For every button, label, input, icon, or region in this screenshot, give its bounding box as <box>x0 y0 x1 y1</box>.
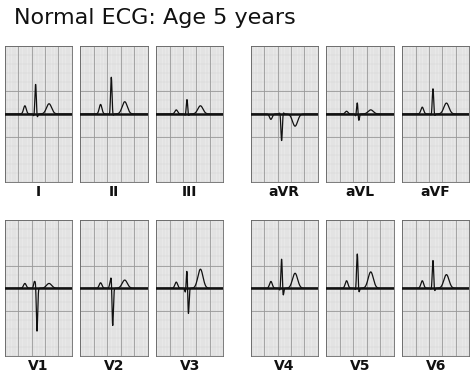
Text: III: III <box>182 185 197 199</box>
Text: I: I <box>36 185 41 199</box>
Text: V5: V5 <box>350 359 370 373</box>
Text: V2: V2 <box>104 359 124 373</box>
Text: V1: V1 <box>28 359 48 373</box>
Text: V4: V4 <box>274 359 294 373</box>
Text: V3: V3 <box>180 359 200 373</box>
Text: aVF: aVF <box>421 185 451 199</box>
Text: II: II <box>109 185 119 199</box>
Text: aVL: aVL <box>346 185 374 199</box>
Text: V6: V6 <box>426 359 446 373</box>
Text: Normal ECG: Age 5 years: Normal ECG: Age 5 years <box>14 8 296 28</box>
Text: aVR: aVR <box>269 185 300 199</box>
